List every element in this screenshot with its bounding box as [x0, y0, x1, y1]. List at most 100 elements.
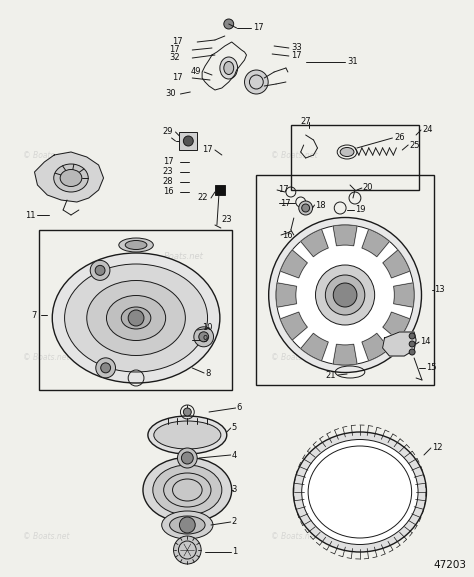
Polygon shape	[383, 332, 416, 356]
Text: 27: 27	[301, 118, 311, 126]
Ellipse shape	[107, 295, 165, 340]
Wedge shape	[383, 312, 410, 340]
Text: 17: 17	[173, 73, 183, 83]
Text: © Boats.net: © Boats.net	[23, 353, 70, 362]
Text: 3: 3	[232, 485, 237, 494]
Text: 9: 9	[202, 335, 207, 344]
Text: 31: 31	[347, 58, 358, 66]
Text: © Boats.net: © Boats.net	[23, 532, 70, 541]
Text: 17: 17	[278, 185, 289, 194]
Ellipse shape	[224, 62, 234, 74]
Ellipse shape	[220, 57, 237, 79]
Ellipse shape	[293, 432, 427, 552]
Circle shape	[182, 452, 193, 464]
Text: 49: 49	[190, 68, 201, 77]
Text: 8: 8	[205, 369, 210, 377]
Ellipse shape	[316, 265, 374, 325]
Text: 23: 23	[222, 215, 232, 224]
Circle shape	[199, 332, 209, 342]
Ellipse shape	[64, 264, 208, 372]
Wedge shape	[333, 344, 357, 365]
Circle shape	[173, 536, 201, 564]
Text: 11: 11	[25, 211, 35, 219]
Ellipse shape	[119, 238, 153, 252]
Circle shape	[90, 260, 110, 280]
Text: 17: 17	[170, 46, 180, 54]
Text: 15: 15	[426, 364, 437, 373]
Ellipse shape	[52, 253, 220, 383]
Ellipse shape	[302, 440, 418, 545]
Ellipse shape	[269, 218, 421, 373]
Text: © Boats.net: © Boats.net	[23, 151, 70, 160]
Ellipse shape	[170, 516, 205, 534]
Text: 17: 17	[280, 198, 291, 208]
Text: 33: 33	[291, 43, 301, 53]
Bar	[256, 175, 434, 385]
Text: © Boats.net: © Boats.net	[271, 353, 318, 362]
Ellipse shape	[154, 421, 221, 449]
Text: 6: 6	[237, 403, 242, 413]
Circle shape	[183, 408, 191, 416]
Ellipse shape	[60, 170, 82, 186]
Ellipse shape	[325, 275, 365, 315]
Text: 19: 19	[355, 205, 365, 215]
Text: 10: 10	[202, 324, 213, 332]
Circle shape	[177, 448, 197, 468]
Text: 14: 14	[420, 338, 430, 347]
Wedge shape	[362, 229, 390, 257]
Text: 18: 18	[316, 200, 326, 209]
Text: 4: 4	[232, 451, 237, 459]
Bar	[291, 125, 419, 190]
Circle shape	[333, 283, 357, 307]
Circle shape	[409, 333, 415, 339]
Text: Boats.net: Boats.net	[164, 252, 203, 261]
Circle shape	[409, 341, 415, 347]
Text: 17: 17	[291, 51, 301, 61]
Circle shape	[409, 349, 415, 355]
Text: 17: 17	[254, 24, 264, 32]
Wedge shape	[301, 229, 328, 257]
Ellipse shape	[54, 164, 88, 192]
Ellipse shape	[87, 280, 185, 355]
Text: 2: 2	[232, 518, 237, 526]
Circle shape	[100, 363, 110, 373]
Wedge shape	[362, 334, 390, 361]
Wedge shape	[383, 250, 410, 278]
Text: 26: 26	[394, 133, 405, 143]
Text: 30: 30	[165, 89, 176, 99]
Text: 17: 17	[173, 38, 183, 47]
Text: 12: 12	[432, 444, 442, 452]
Text: 17: 17	[202, 145, 213, 155]
Wedge shape	[301, 334, 328, 361]
Ellipse shape	[276, 225, 414, 365]
Circle shape	[194, 327, 214, 347]
Wedge shape	[393, 283, 414, 307]
Wedge shape	[280, 250, 307, 278]
Text: 29: 29	[163, 128, 173, 137]
Text: 21: 21	[325, 370, 336, 380]
Ellipse shape	[121, 307, 151, 329]
Text: 20: 20	[363, 183, 374, 193]
Ellipse shape	[308, 446, 411, 538]
Text: 23: 23	[163, 167, 173, 177]
Text: 25: 25	[409, 141, 419, 149]
Text: 28: 28	[163, 178, 173, 186]
Ellipse shape	[148, 416, 227, 454]
Wedge shape	[280, 312, 307, 340]
Text: 7: 7	[32, 310, 37, 320]
Ellipse shape	[340, 148, 354, 156]
Circle shape	[299, 201, 312, 215]
Text: 16: 16	[282, 230, 292, 239]
Text: 1: 1	[232, 548, 237, 556]
Text: 16: 16	[163, 188, 173, 197]
Circle shape	[245, 70, 268, 94]
Text: 13: 13	[434, 286, 445, 294]
Ellipse shape	[153, 465, 222, 515]
Circle shape	[95, 265, 105, 275]
Text: 17: 17	[163, 158, 173, 167]
Bar	[39, 230, 232, 390]
Circle shape	[224, 19, 234, 29]
Ellipse shape	[162, 511, 213, 539]
Text: 5: 5	[232, 424, 237, 433]
Circle shape	[180, 517, 195, 533]
